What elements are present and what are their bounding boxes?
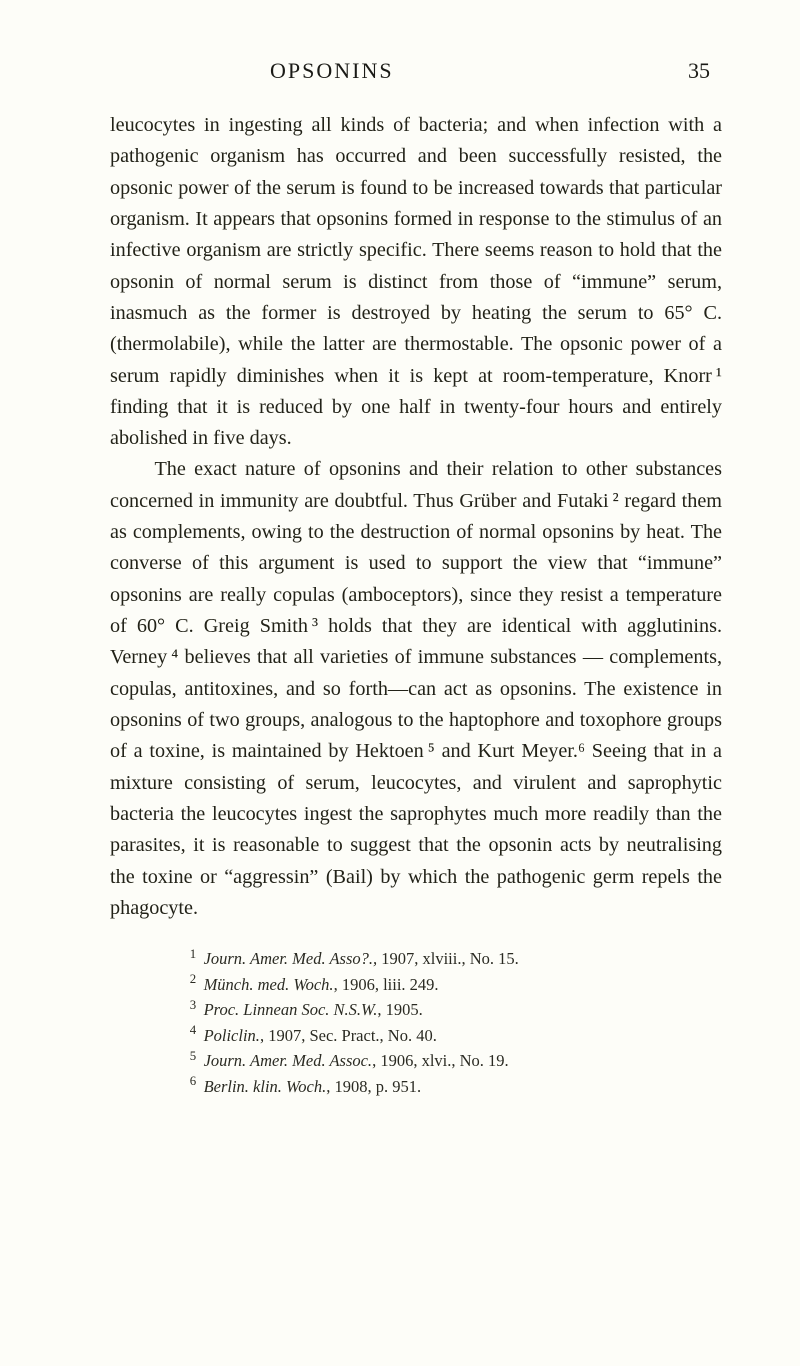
footnote-text: Berlin. klin. Woch., 1908, p. 951. (204, 1077, 422, 1096)
footnote-text: Journ. Amer. Med. Asso?., 1907, xlviii.,… (204, 949, 519, 968)
footnote-num: 1 (190, 947, 196, 961)
footnote-text: Policlin., 1907, Sec. Pract., No. 40. (204, 1026, 437, 1045)
body-text: leucocytes in ingesting all kinds of bac… (110, 110, 722, 924)
footnote-6: 6 Berlin. klin. Woch., 1908, p. 951. (170, 1074, 722, 1100)
footnote-1: 1 Journ. Amer. Med. Asso?., 1907, xlviii… (170, 946, 722, 972)
footnote-text: Journ. Amer. Med. Assoc., 1906, xlvi., N… (204, 1051, 509, 1070)
footnotes-block: 1 Journ. Amer. Med. Asso?., 1907, xlviii… (110, 946, 722, 1099)
footnote-2: 2 Münch. med. Woch., 1906, liii. 249. (170, 972, 722, 998)
footnote-text: Proc. Linnean Soc. N.S.W., 1905. (204, 1000, 423, 1019)
footnote-4: 4 Policlin., 1907, Sec. Pract., No. 40. (170, 1023, 722, 1049)
footnote-num: 2 (190, 972, 196, 986)
footnote-num: 3 (190, 998, 196, 1012)
page-number: 35 (688, 58, 710, 84)
footnote-num: 5 (190, 1049, 196, 1063)
footnote-5: 5 Journ. Amer. Med. Assoc., 1906, xlvi.,… (170, 1048, 722, 1074)
page-header: OPSONINS 35 (110, 58, 722, 84)
paragraph-1: leucocytes in ingesting all kinds of bac… (110, 110, 722, 454)
paragraph-2: The exact nature of opsonins and their r… (110, 454, 722, 924)
footnote-text: Münch. med. Woch., 1906, liii. 249. (204, 975, 439, 994)
running-head: OPSONINS (270, 58, 394, 84)
footnote-num: 4 (190, 1023, 196, 1037)
footnote-3: 3 Proc. Linnean Soc. N.S.W., 1905. (170, 997, 722, 1023)
page-container: OPSONINS 35 leucocytes in ingesting all … (0, 0, 800, 1366)
footnote-num: 6 (190, 1074, 196, 1088)
